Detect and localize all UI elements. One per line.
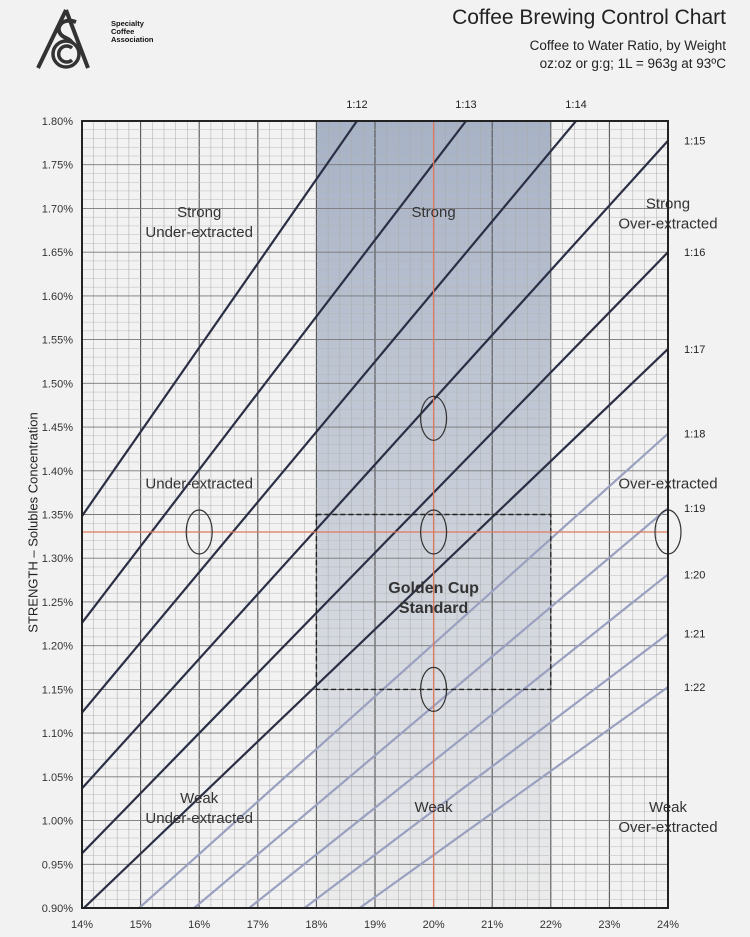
y-tick-label: 1.20% [42, 641, 73, 653]
region-label: Under-extracted [145, 224, 253, 241]
ratio-line-1-15 [82, 139, 668, 790]
plot-frame [81, 120, 669, 909]
ratio-label: 1:15 [684, 136, 705, 148]
region-label: Under-extracted [145, 475, 253, 492]
x-tick-label: 22% [540, 919, 562, 931]
y-tick-label: 1.55% [42, 335, 73, 347]
ratio-label: 1:14 [565, 99, 586, 111]
ratio-label: 1:19 [684, 503, 705, 515]
y-tick-label: 1.25% [42, 597, 73, 609]
y-tick-label: 1.70% [42, 203, 73, 215]
ratio-label: 1:21 [684, 629, 705, 641]
region-label: Weak [415, 799, 454, 816]
y-tick-label: 1.50% [42, 378, 73, 390]
y-tick-label: 1.65% [42, 247, 73, 259]
x-tick-label: 20% [423, 919, 445, 931]
ellipse-marker [420, 666, 448, 712]
ratio-label: 1:16 [684, 247, 705, 259]
region-label: Standard [399, 600, 468, 617]
y-tick-label: 0.95% [42, 859, 73, 871]
y-tick-label: 1.35% [42, 510, 73, 522]
y-tick-label: 1.75% [42, 160, 73, 172]
ellipse-marker [185, 509, 213, 555]
y-tick-label: 1.05% [42, 772, 73, 784]
ratio-line-1-17 [83, 348, 668, 908]
x-tick-label: 16% [188, 919, 210, 931]
x-tick-label: 23% [598, 919, 620, 931]
region-label: Weak [180, 790, 219, 807]
ratio-label: 1:22 [684, 682, 705, 694]
ratio-line-1-12 [82, 121, 358, 517]
sca-logo-mark [36, 9, 90, 69]
ratio-line-1-20 [248, 573, 668, 908]
ratio-label: 1:18 [684, 429, 705, 441]
region-label: Under-extracted [145, 810, 253, 827]
ratio-line-1-13 [82, 121, 467, 624]
y-tick-label: 0.90% [42, 903, 73, 915]
chart-subtitle-ratio: Coffee to Water Ratio, by Weight [529, 38, 726, 53]
x-tick-label: 15% [130, 919, 152, 931]
ratio-line-1-18 [138, 432, 668, 908]
ellipse-marker [420, 395, 448, 441]
ratio-label: 1:12 [346, 99, 367, 111]
region-label: Strong [411, 204, 455, 221]
ratio-label: 1:17 [684, 344, 705, 356]
ratio-line-1-19 [193, 507, 668, 908]
y-tick-label: 1.40% [42, 466, 73, 478]
golden-cup-box [315, 513, 552, 691]
y-tick-label: 1.45% [42, 422, 73, 434]
logo-text-line3: Association [111, 35, 154, 44]
ratio-line-1-14 [82, 121, 577, 714]
region-label: Strong [177, 204, 221, 221]
y-tick-label: 1.30% [42, 553, 73, 565]
ratio-label: 1:20 [684, 569, 705, 581]
x-tick-label: 21% [481, 919, 503, 931]
ratio-label: 1:13 [455, 99, 476, 111]
x-tick-label: 19% [364, 919, 386, 931]
region-label: Golden Cup [388, 580, 479, 597]
chart-title: Coffee Brewing Control Chart [452, 6, 726, 29]
y-tick-label: 1.00% [42, 816, 73, 828]
y-tick-label: 1.10% [42, 728, 73, 740]
logo-text-line1: Specialty [111, 19, 144, 28]
ratio-line-1-22 [359, 686, 668, 908]
y-tick-label: 1.15% [42, 684, 73, 696]
ratio-line-1-16 [82, 251, 668, 855]
chart-subtitle-units: oz:oz or g:g; 1L = 963g at 93ºC [539, 56, 726, 71]
ellipse-marker [420, 509, 448, 555]
y-tick-label: 1.80% [42, 116, 73, 128]
x-tick-label: 18% [305, 919, 327, 931]
sca-logo: Specialty Coffee Association [30, 8, 154, 72]
y-tick-label: 1.60% [42, 291, 73, 303]
ratio-line-1-21 [303, 632, 668, 908]
x-tick-label: 17% [247, 919, 269, 931]
x-tick-label: 24% [657, 919, 679, 931]
x-tick-label: 14% [71, 919, 93, 931]
logo-text-line2: Coffee [111, 27, 135, 36]
